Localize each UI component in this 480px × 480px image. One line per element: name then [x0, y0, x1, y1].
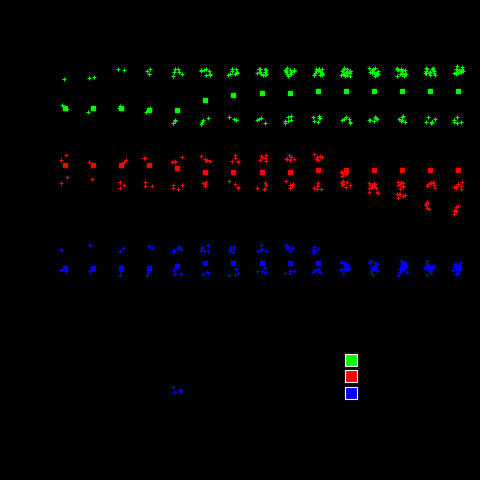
Bar — [345, 387, 357, 399]
Bar — [345, 354, 357, 366]
Bar — [345, 370, 357, 382]
